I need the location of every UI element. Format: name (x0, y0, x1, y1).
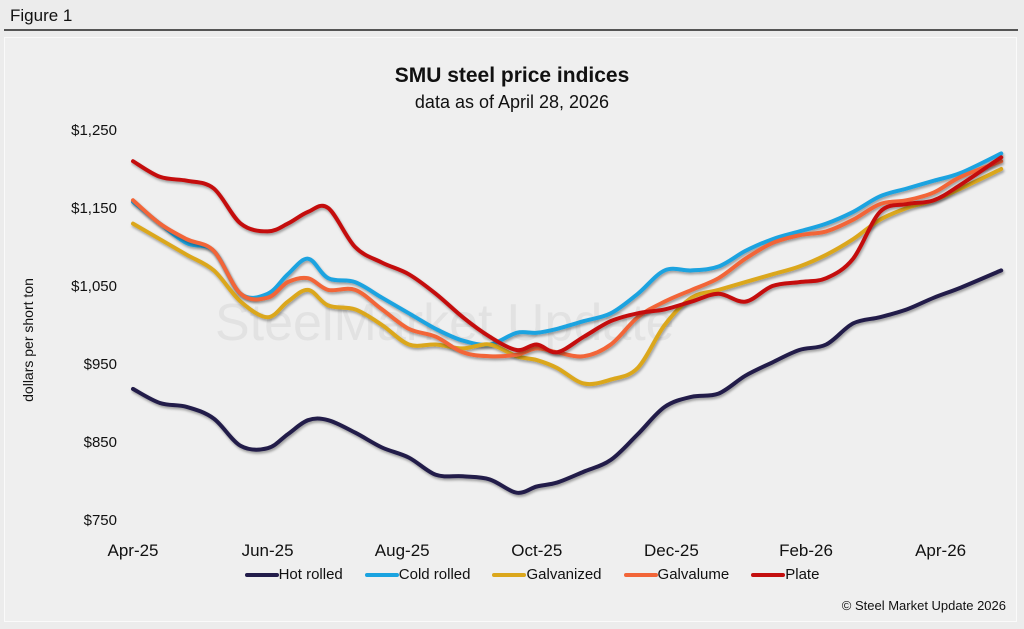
figure-label: Figure 1 (10, 6, 73, 25)
x-tick-label: Feb-26 (779, 541, 833, 560)
legend-swatch (623, 572, 658, 577)
legend-item-hot-rolled: Hot rolled (244, 566, 343, 583)
series-line-cold-rolled (131, 151, 1004, 347)
y-axis-label: dollars per short ton (20, 278, 36, 402)
y-tick-label: $1,150 (71, 200, 117, 217)
legend-swatch (751, 572, 786, 577)
series-lines (131, 151, 1004, 495)
series-line-galvanized (131, 167, 1004, 387)
legend-label: Cold rolled (398, 566, 471, 583)
x-tick-label: Apr-26 (915, 541, 966, 560)
chart-panel (4, 37, 1017, 622)
legend-item-galvalume: Galvalume (623, 566, 730, 583)
series-line-plate (131, 155, 1004, 355)
y-tick-label: $950 (84, 356, 117, 373)
figure-divider (4, 29, 1018, 31)
legend-swatch (492, 572, 527, 577)
x-tick-label: Jun-25 (242, 541, 294, 560)
x-tick-label: Oct-25 (511, 541, 562, 560)
legend-item-galvanized: Galvanized (492, 566, 602, 583)
y-tick-label: $750 (84, 512, 117, 529)
chart-title: SMU steel price indices (394, 64, 630, 87)
legend-swatch (244, 572, 279, 577)
legend-item-plate: Plate (751, 566, 819, 583)
y-tick-label: $850 (84, 434, 117, 451)
x-tick-label: Aug-25 (375, 541, 430, 560)
legend-label: Plate (785, 566, 820, 583)
series-line-hot-rolled (131, 268, 1004, 495)
x-tick-label: Dec-25 (644, 541, 699, 560)
copyright-notice: © Steel Market Update 2026 (841, 598, 1006, 613)
y-tick-label: $1,050 (71, 278, 117, 295)
x-axis-ticks: Apr-25 Jun-25 Aug-25 Oct-25 Dec-25 Feb-26 Apr-… (107, 541, 966, 560)
x-tick-label: Apr-25 (107, 541, 158, 560)
legend-label: Galvalume (657, 566, 730, 583)
y-tick-label: $1,250 (71, 122, 117, 139)
legend: Hot rolled Cold rolled Galvanized Galvalume… (0, 566, 1024, 583)
legend-label: Galvanized (526, 566, 602, 583)
legend-item-cold-rolled: Cold rolled (364, 566, 471, 583)
legend-label: Hot rolled (278, 566, 343, 583)
y-axis-ticks: $750 $850 $950 $1,050 $1,150 $1,250 (71, 122, 117, 529)
chart-subtitle: data as of April 28, 2026 (414, 92, 610, 112)
legend-swatch (364, 572, 399, 577)
